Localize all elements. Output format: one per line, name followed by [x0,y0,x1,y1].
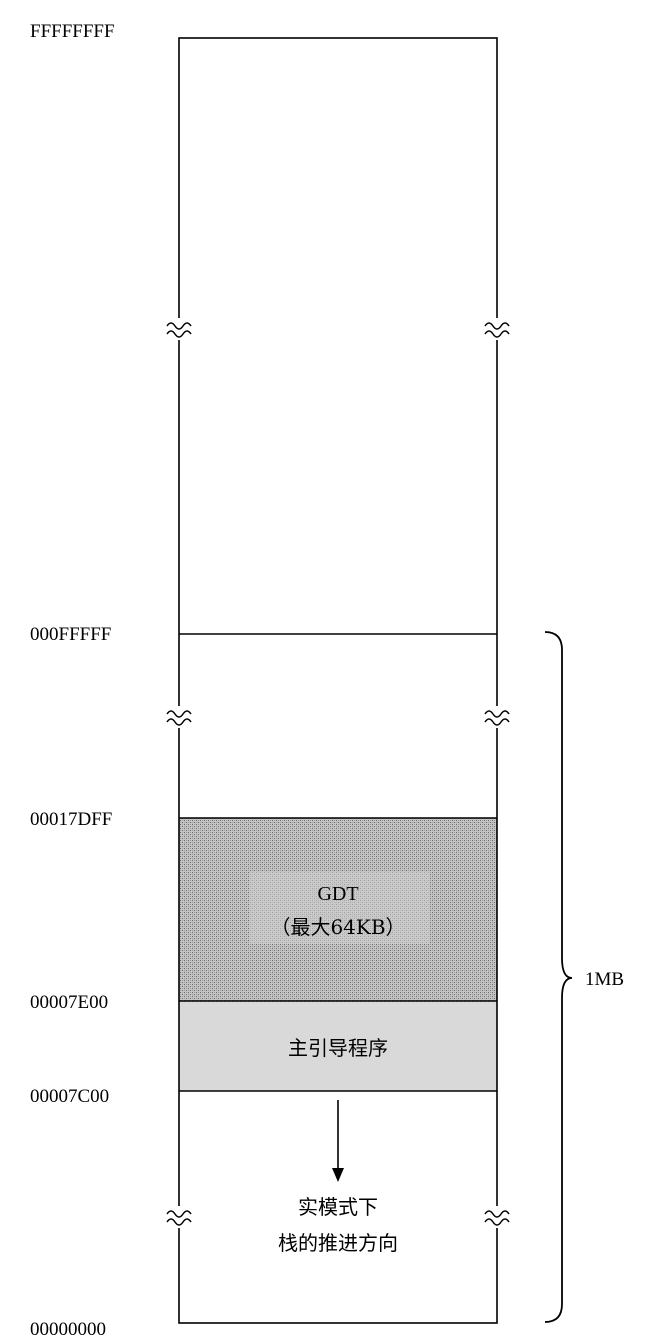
memory-column [178,37,498,1324]
break-mark-left-middle [166,706,192,728]
break-mark-right-lower [484,1206,510,1228]
boot-region [179,1001,497,1091]
gdt-title: GDT [317,883,358,905]
boot-label: 主引导程序 [288,1036,388,1060]
address-label-top: FFFFFFFF [30,21,115,42]
stack-note-line1: 实模式下 [298,1195,378,1219]
address-label-boot-bottom: 00007C00 [30,1086,109,1107]
stack-direction-arrow [332,1100,344,1182]
break-mark-left-lower [166,1206,192,1228]
stack-note-line2: 栈的推进方向 [278,1231,398,1255]
address-label-gdt-top: 00017DFF [30,809,112,830]
break-mark-left-upper [166,318,192,340]
gdt-subtitle: （最大64KB） [270,915,405,939]
break-mark-right-upper [484,318,510,340]
brace-label-1mb: 1MB [585,969,624,990]
address-label-1mb-boundary: 000FFFFF [30,624,111,645]
brace-1mb [544,631,573,1323]
address-label-boot-top: 00007E00 [30,992,108,1013]
gdt-text-backdrop [250,872,430,944]
break-mark-right-middle [484,706,510,728]
address-label-bottom: 00000000 [30,1319,106,1340]
